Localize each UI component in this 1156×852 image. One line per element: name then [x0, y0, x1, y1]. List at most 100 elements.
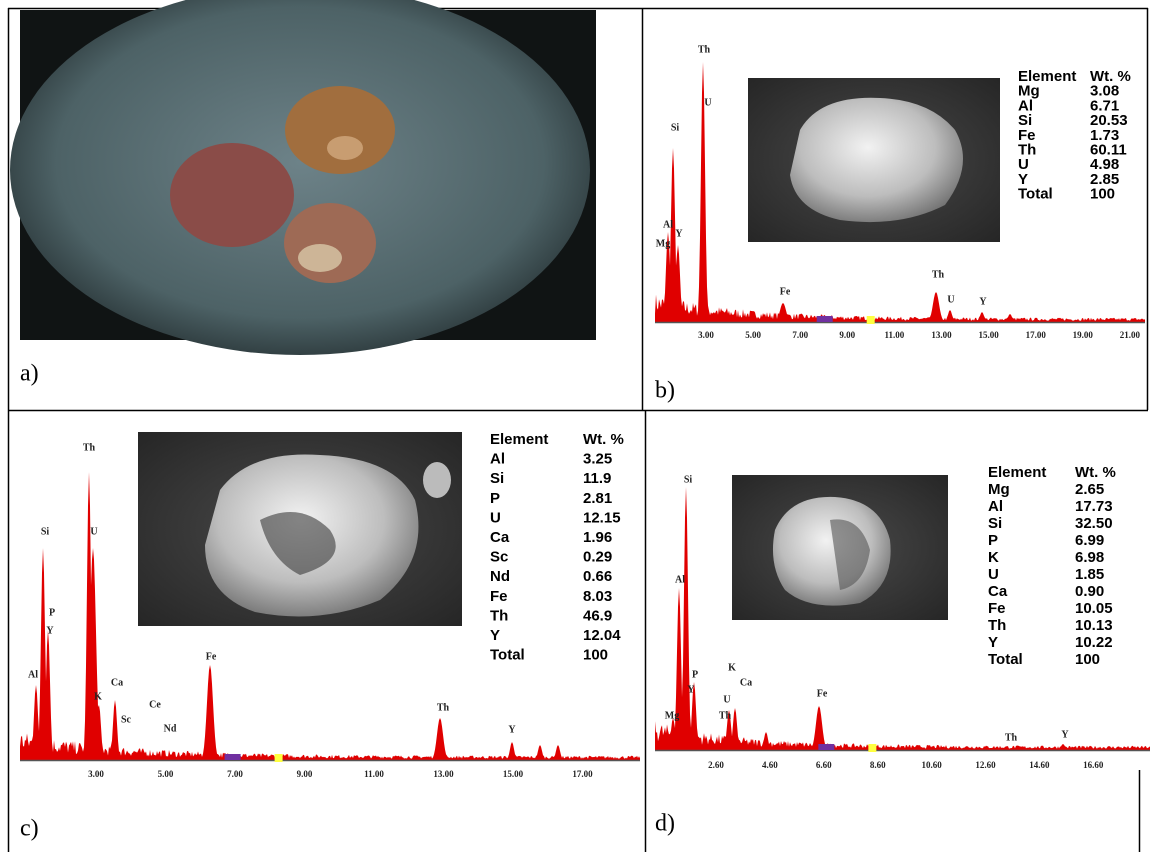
table-element: U — [988, 566, 999, 583]
sem-image-d — [732, 475, 948, 620]
peak-label: Al — [28, 669, 38, 680]
table-element: Al — [490, 451, 505, 468]
peak-label: Th — [932, 269, 945, 280]
peak-label: Y — [46, 625, 54, 636]
x-tick-label: 17.00 — [572, 769, 593, 779]
table-element: Total — [490, 647, 525, 664]
roi-marker — [818, 744, 834, 750]
x-tick-label: 19.00 — [1073, 330, 1094, 340]
panel-label: c) — [20, 816, 39, 842]
table-value: 100 — [1075, 651, 1100, 668]
peak-label: Nd — [164, 723, 177, 734]
table-element: Si — [490, 470, 504, 487]
peak-label: Fe — [206, 651, 217, 662]
x-tick-label: 8.60 — [870, 760, 886, 770]
table-value: 0.66 — [583, 568, 612, 585]
peak-label: Al — [663, 219, 673, 230]
table-value: 12.15 — [583, 509, 621, 526]
sem-image-c — [138, 432, 462, 626]
table-element: P — [988, 532, 998, 549]
table-element: Th — [490, 607, 508, 624]
table-header: Element — [490, 431, 548, 448]
table-value: 11.9 — [583, 470, 611, 487]
x-tick-label: 15.00 — [978, 330, 999, 340]
peak-label: U — [704, 97, 711, 108]
peak-label: Si — [671, 122, 680, 133]
peak-label: Th — [719, 710, 732, 721]
table-value: 100 — [583, 647, 608, 664]
table-header: Wt. % — [1075, 464, 1116, 481]
table-value: 0.90 — [1075, 583, 1104, 600]
peak-label: Mg — [665, 710, 679, 721]
table-value: 100 — [1090, 186, 1115, 203]
table-value: 6.99 — [1075, 532, 1104, 549]
peak-label: Si — [684, 474, 693, 485]
sem-image-b — [748, 78, 1000, 242]
peak-label: U — [947, 294, 954, 305]
table-element: U — [490, 509, 501, 526]
x-tick-label: 11.00 — [885, 330, 905, 340]
peak-label: Th — [698, 44, 711, 55]
table-element: Nd — [490, 568, 510, 585]
peak-label: Th — [1005, 732, 1018, 743]
x-tick-label: 13.00 — [931, 330, 952, 340]
table-value: 3.25 — [583, 451, 612, 468]
peak-label: Mg — [656, 238, 670, 249]
table-value: 46.9 — [583, 607, 612, 624]
x-tick-label: 2.60 — [708, 760, 724, 770]
table-header: Wt. % — [583, 431, 624, 448]
peak-label: Sc — [121, 714, 132, 725]
peak-label: Y — [979, 296, 987, 307]
x-tick-label: 9.00 — [839, 330, 855, 340]
table-element: Fe — [988, 600, 1006, 617]
table-value: 17.73 — [1075, 498, 1113, 515]
x-tick-label: 3.00 — [88, 769, 104, 779]
peak-label: U — [723, 694, 730, 705]
peak-label: Ca — [740, 677, 752, 688]
table-element: Si — [988, 515, 1002, 532]
table-value: 10.05 — [1075, 600, 1113, 617]
photo-a — [10, 0, 596, 355]
x-tick-label: 7.00 — [792, 330, 808, 340]
roi-marker — [225, 754, 241, 760]
peak-label: Si — [41, 526, 50, 537]
peak-label: Y — [508, 724, 516, 735]
table-element: Y — [490, 627, 500, 644]
table-element: Y — [988, 634, 998, 651]
peak-label: Fe — [780, 286, 791, 297]
x-tick-label: 14.60 — [1029, 760, 1050, 770]
x-tick-label: 3.00 — [698, 330, 714, 340]
peak-label: U — [90, 526, 97, 537]
roi-marker — [867, 316, 875, 324]
x-tick-label: 16.60 — [1083, 760, 1104, 770]
panel-label: b) — [655, 378, 675, 404]
peak-label: Y — [1061, 729, 1069, 740]
peak-label: K — [94, 691, 102, 702]
table-element: Th — [988, 617, 1006, 634]
table-value: 2.81 — [583, 490, 612, 507]
peak-label: Th — [437, 702, 450, 713]
panel-label: d) — [655, 811, 675, 837]
table-element: Sc — [490, 549, 508, 566]
table-element: P — [490, 490, 500, 507]
peak-label: Al — [675, 574, 685, 585]
x-tick-label: 13.00 — [433, 769, 454, 779]
x-tick-label: 10.60 — [921, 760, 942, 770]
table-value: 1.85 — [1075, 566, 1104, 583]
table-header: Element — [988, 464, 1046, 481]
peak-label: Ca — [111, 677, 123, 688]
table-value: 10.13 — [1075, 617, 1113, 634]
panel-label: a) — [20, 361, 39, 387]
x-tick-label: 7.00 — [227, 769, 243, 779]
table-element: Fe — [490, 588, 508, 605]
table-value: 6.98 — [1075, 549, 1104, 566]
table-element: Ca — [988, 583, 1008, 600]
table-element: Total — [1018, 186, 1053, 203]
x-tick-label: 12.60 — [975, 760, 996, 770]
table-element: Al — [988, 498, 1003, 515]
table-element: Ca — [490, 529, 510, 546]
peak-label: Fe — [817, 688, 828, 699]
table-element: K — [988, 549, 999, 566]
peak-label: P — [692, 669, 698, 680]
roi-marker — [817, 316, 833, 322]
